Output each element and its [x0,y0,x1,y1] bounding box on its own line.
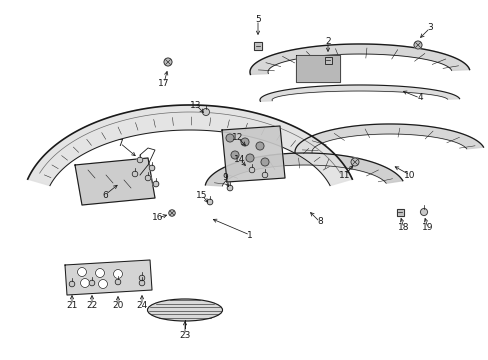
Polygon shape [260,85,459,101]
Circle shape [245,154,253,162]
Text: 14: 14 [234,156,245,165]
Circle shape [261,158,268,166]
Text: 19: 19 [421,224,433,233]
Circle shape [262,172,267,178]
Ellipse shape [147,299,222,321]
Circle shape [241,138,248,146]
Circle shape [168,210,175,216]
Text: 7: 7 [117,139,122,148]
Text: 17: 17 [158,78,169,87]
Polygon shape [295,55,339,82]
Circle shape [137,157,142,163]
Circle shape [249,167,254,173]
Bar [253,42,262,50]
Text: 10: 10 [404,171,415,180]
Circle shape [256,142,264,150]
Polygon shape [28,105,351,186]
Text: 21: 21 [66,301,78,310]
Circle shape [132,171,138,177]
Text: 16: 16 [152,213,163,222]
Bar [396,208,403,216]
Circle shape [81,279,89,288]
Text: 18: 18 [397,224,409,233]
Circle shape [139,280,144,286]
Circle shape [153,181,159,187]
Polygon shape [222,126,285,182]
Text: 13: 13 [190,100,202,109]
Bar [253,42,262,50]
Text: 6: 6 [102,190,108,199]
Text: 8: 8 [317,217,322,226]
Bar [324,57,331,63]
Circle shape [98,279,107,288]
Polygon shape [294,124,483,153]
Circle shape [139,275,144,281]
Circle shape [145,175,150,181]
Text: 9: 9 [222,174,227,183]
Circle shape [113,270,122,279]
Text: 22: 22 [86,301,98,310]
Circle shape [115,279,121,285]
Text: 20: 20 [112,301,123,310]
Text: 15: 15 [196,190,207,199]
Text: 3: 3 [426,23,432,32]
Polygon shape [205,153,402,186]
Text: 11: 11 [339,171,350,180]
Circle shape [227,185,232,191]
Polygon shape [249,44,468,75]
Text: 4: 4 [416,94,422,103]
Circle shape [420,208,427,216]
Text: 12: 12 [232,134,243,143]
Text: 23: 23 [179,330,190,339]
Polygon shape [75,158,155,205]
Polygon shape [65,260,152,295]
Circle shape [225,134,234,142]
Text: 24: 24 [136,301,147,310]
Bar [396,208,403,216]
Text: 5: 5 [255,15,260,24]
Circle shape [230,151,239,159]
Circle shape [149,165,155,171]
Circle shape [202,108,209,116]
Circle shape [77,267,86,276]
Circle shape [163,58,172,66]
Circle shape [89,280,95,286]
Circle shape [350,158,358,166]
Text: 2: 2 [325,37,330,46]
Circle shape [69,281,75,287]
Text: 1: 1 [246,230,252,239]
Circle shape [95,269,104,278]
Circle shape [207,199,212,205]
Bar [324,57,331,63]
Circle shape [413,41,421,49]
